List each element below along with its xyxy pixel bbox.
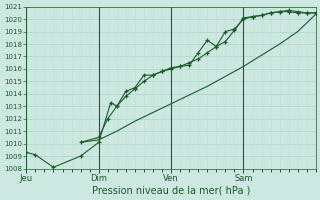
- X-axis label: Pression niveau de la mer( hPa ): Pression niveau de la mer( hPa ): [92, 186, 250, 196]
